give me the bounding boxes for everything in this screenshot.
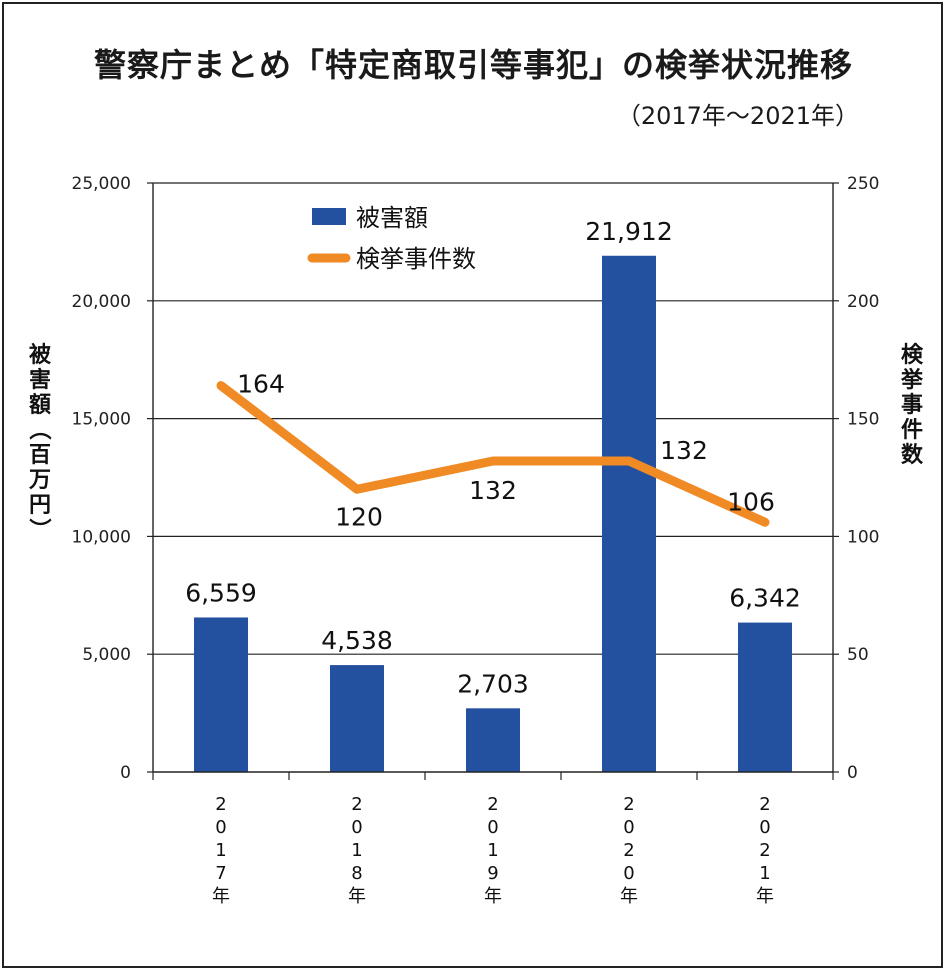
x-category-char: 0 (215, 817, 226, 838)
y2-tick-label: 100 (847, 527, 879, 547)
bar-value-label: 6,559 (185, 578, 257, 607)
line-value-label: 106 (727, 487, 775, 516)
y2-tick-label: 250 (847, 174, 879, 194)
bar-value-label: 2,703 (457, 669, 529, 698)
bar-value-label: 6,342 (729, 584, 801, 613)
line-series (216, 381, 770, 527)
y2-axis-title: 数 (901, 442, 924, 468)
bar (738, 622, 792, 772)
x-category-char: 2 (623, 840, 634, 861)
x-category-char: 0 (351, 817, 362, 838)
x-category-char: 年 (756, 886, 774, 907)
x-category-char: 2 (487, 794, 498, 815)
x-category-char: 9 (487, 863, 498, 884)
bar (330, 665, 384, 772)
line-value-label: 164 (237, 370, 285, 399)
y-tick-label: 5,000 (82, 645, 131, 665)
x-category-char: 2 (215, 794, 226, 815)
x-category-char: 0 (487, 817, 498, 838)
x-category-char: 年 (620, 886, 638, 907)
x-category-char: 年 (484, 886, 502, 907)
y-axis-title: 害 (29, 367, 51, 393)
x-category-char: 0 (623, 863, 634, 884)
x-category-char: 0 (623, 817, 634, 838)
x-category-char: 0 (759, 817, 770, 838)
x-category-char: 年 (212, 886, 230, 907)
y-axis-title: 万 (28, 468, 51, 493)
y2-axis-title: 挙 (900, 367, 924, 393)
y-axis-title: 百 (29, 443, 51, 468)
bar (194, 617, 248, 772)
bar (602, 255, 656, 772)
y2-axis-title: 事 (901, 392, 923, 418)
grid-lines (153, 182, 833, 655)
y2-tick-label: 0 (847, 763, 858, 783)
x-category-char: 年 (348, 886, 366, 907)
y-tick-label: 15,000 (72, 410, 131, 430)
bar-value-label: 4,538 (321, 626, 393, 655)
y-tick-label: 10,000 (72, 527, 131, 547)
y-axis-title: 額 (29, 392, 51, 418)
x-category-char: 1 (759, 863, 770, 884)
y2-tick-label: 200 (847, 292, 879, 312)
x-category-char: 8 (351, 863, 362, 884)
line-value-label: 132 (469, 476, 517, 505)
x-category-char: 1 (351, 840, 362, 861)
line-value-label: 132 (660, 436, 708, 465)
bar-value-label: 21,912 (585, 217, 672, 246)
data-labels: 6,559 4,538 2,703 21,912 6,342 164 120 132 132 10… (185, 217, 801, 699)
bar-series (194, 255, 792, 772)
bar (466, 708, 520, 772)
x-category-char: 1 (215, 840, 226, 861)
y2-tick-label: 150 (847, 410, 879, 430)
line-value-label: 120 (335, 502, 383, 531)
legend-swatch-bar (312, 208, 346, 225)
y-axis-title: 円 (29, 493, 51, 518)
y-tick-label: 20,000 (72, 292, 131, 312)
x-category-char: 2 (759, 794, 770, 815)
x-category-char: 2 (759, 840, 770, 861)
y-axis-title: （ (26, 418, 51, 440)
x-category-char: 2 (351, 794, 362, 815)
y-tick-label: 25,000 (72, 174, 131, 194)
x-category-char: 7 (215, 863, 226, 884)
y-axis-title: ） (26, 518, 51, 540)
x-category-char: 1 (487, 840, 498, 861)
y-axis-title: 被 (29, 343, 52, 368)
y2-axis-title: 検 (901, 343, 924, 368)
legend-label-line: 検挙事件数 (356, 245, 476, 273)
legend-label-bar: 被害額 (356, 204, 428, 232)
chart-title: 警察庁まとめ「特定商取引等事犯」の検挙状況推移 (93, 46, 853, 84)
y2-axis-title: 件 (901, 418, 923, 443)
y-tick-label: 0 (120, 763, 131, 783)
x-category-char: 2 (623, 794, 634, 815)
y2-tick-label: 50 (847, 645, 869, 665)
chart-subtitle: （2017年〜2021年） (616, 102, 859, 130)
